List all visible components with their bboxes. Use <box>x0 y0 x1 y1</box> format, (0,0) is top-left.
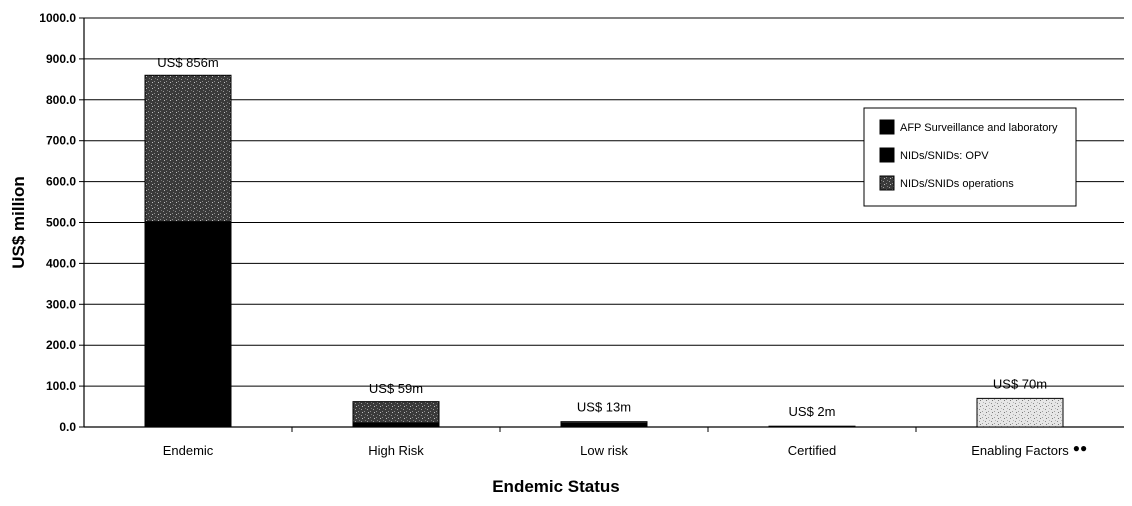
legend-swatch <box>880 148 894 162</box>
y-tick-label: 100.0 <box>46 379 76 393</box>
y-tick-label: 300.0 <box>46 297 76 311</box>
bar-2-endemic <box>145 222 231 427</box>
y-tick-label: 1000.0 <box>39 11 76 25</box>
x-tick-label: Certified <box>788 443 836 458</box>
legend: AFP Surveillance and laboratory NIDs/SNID… <box>864 108 1076 206</box>
bar-3-enabling-factors <box>977 398 1063 427</box>
bar-3-low-risk <box>561 422 647 424</box>
data-label: US$ 856m <box>157 55 218 70</box>
x-tick-label: High Risk <box>368 443 424 458</box>
x-tick-label: Low risk <box>580 443 628 458</box>
y-tick-label: 900.0 <box>46 52 76 66</box>
data-label: US$ 70m <box>993 376 1047 391</box>
legend-label: NIDs/SNIDs operations <box>900 178 1014 190</box>
x-tick-label: Enabling Factors <box>971 443 1069 458</box>
y-tick-label: 500.0 <box>46 216 76 230</box>
x-tick-label: Endemic <box>163 443 214 458</box>
y-tick-label: 400.0 <box>46 256 76 270</box>
y-axis-label: US$ million <box>9 176 28 269</box>
y-tick-label: 0.0 <box>59 420 76 434</box>
legend-label: AFP Surveillance and laboratory <box>900 122 1058 134</box>
y-tick-label: 600.0 <box>46 175 76 189</box>
y-tick-label: 800.0 <box>46 93 76 107</box>
bar-3-high-risk <box>353 402 439 423</box>
legend-swatch <box>880 176 894 190</box>
data-label: US$ 13m <box>577 400 631 415</box>
category-marker: ●● <box>1073 441 1088 455</box>
y-tick-label: 700.0 <box>46 134 76 148</box>
bar-3-endemic <box>145 75 231 221</box>
data-label: US$ 59m <box>369 381 423 396</box>
y-tick-label: 200.0 <box>46 338 76 352</box>
legend-label: NIDs/SNIDs: OPV <box>900 150 989 162</box>
data-label: US$ 2m <box>789 404 836 419</box>
legend-swatch <box>880 120 894 134</box>
bar-1-certified <box>769 426 855 427</box>
x-axis-label: Endemic Status <box>492 477 620 496</box>
